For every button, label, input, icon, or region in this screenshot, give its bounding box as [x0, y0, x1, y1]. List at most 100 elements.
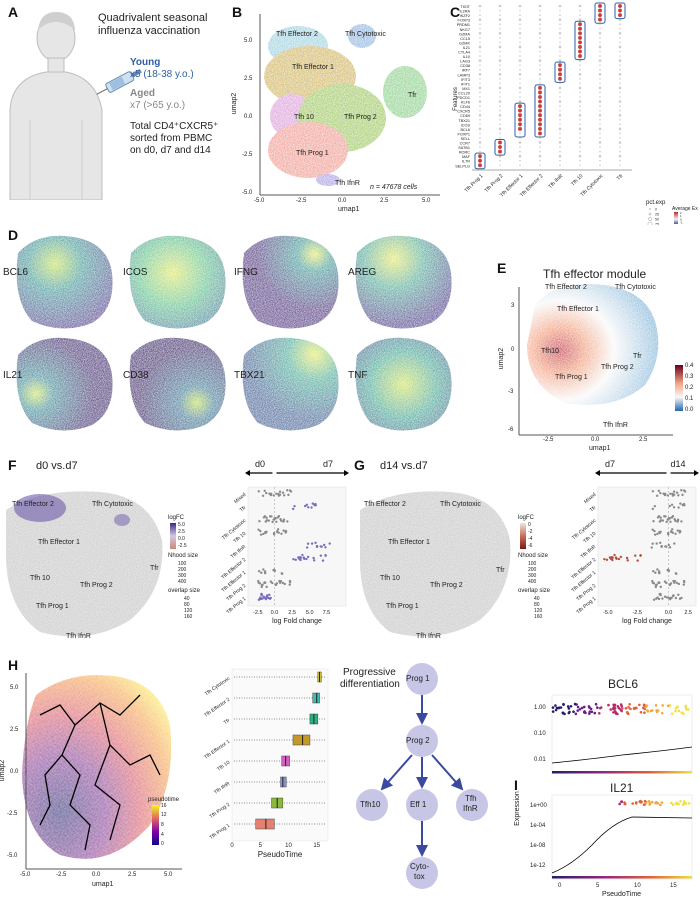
c-gene-label: CD69 — [460, 114, 470, 118]
bee-dot — [667, 543, 670, 547]
node-tfh10: Tfh10 — [360, 800, 381, 809]
dotplot-dot — [559, 132, 561, 135]
h-xtick-2: 0.0 — [92, 872, 101, 878]
h-leg-2: 8 — [161, 822, 164, 828]
dotplot-dot — [598, 113, 602, 117]
bee-xtick: -5.0 — [603, 610, 612, 616]
bee-dot — [305, 546, 309, 549]
bee-dot — [663, 595, 667, 598]
box-row-label: Tfr — [223, 718, 232, 727]
bee-dot — [657, 581, 661, 584]
dotplot-dot — [577, 22, 583, 27]
i-bcl6-dot — [609, 708, 612, 711]
bee-dot — [651, 581, 655, 584]
g-map-1: Tfh Cytotoxic — [440, 501, 481, 508]
bee-dot — [261, 494, 265, 497]
dotplot-dot — [478, 4, 482, 8]
c-cluster-label: Tfh 10 — [570, 173, 584, 187]
feature-map-bcl6 — [16, 235, 113, 329]
i-bcl6-dot — [596, 706, 599, 709]
bee-dot — [653, 504, 657, 508]
i-il21-dot — [651, 800, 654, 804]
f-lfc-3: -2.5 — [178, 543, 187, 549]
dotplot-dot — [579, 123, 581, 126]
i-bcl6-dot — [554, 708, 558, 712]
i-bcl6-dot — [612, 706, 615, 710]
i-il21-dot — [618, 802, 621, 806]
f-logfc-colorbar — [170, 523, 176, 549]
panel-label-g: G — [354, 457, 365, 473]
d-gene-tbx21: TBX21 — [234, 370, 265, 381]
dotplot-dot — [498, 59, 502, 62]
dotplot-dot — [518, 45, 522, 49]
d-gene-bcl6: BCL6 — [3, 267, 29, 278]
bee-dot — [677, 494, 680, 497]
i-xlabel: PseudoTime — [602, 891, 642, 898]
dotplot-dot — [559, 50, 561, 53]
i-bcl6-dot — [628, 702, 631, 706]
dotplot-dot — [599, 105, 601, 107]
bee-dot — [263, 489, 266, 493]
bee-dot — [265, 585, 268, 589]
dotplot-dot — [517, 126, 523, 131]
panel-a: A Quadrivalent seasonal influenza vaccin… — [0, 0, 240, 200]
dotplot-dot — [599, 37, 601, 39]
dotplot-dot — [498, 4, 502, 8]
c-legend-pct-circle — [648, 217, 652, 221]
f-ov-2: 120 — [184, 608, 193, 614]
i-bcl6-zero-band — [552, 771, 692, 774]
dotplot-dot — [498, 113, 502, 117]
bee-plot-bg — [247, 486, 347, 607]
dotplot-dot — [478, 59, 482, 62]
i-bcl6-dot — [624, 706, 628, 710]
bee-dot — [611, 558, 614, 562]
young-detail: x5 (18-38 y.o.) — [130, 69, 194, 80]
bee-dot — [294, 558, 297, 561]
h-leg-1: 12 — [161, 812, 167, 818]
b-cluster-effector1: Tfh Effector 1 — [292, 64, 334, 71]
g-lfc-1: -2 — [528, 529, 533, 535]
dotplot-dot — [597, 3, 603, 9]
dotplot-dot — [518, 32, 522, 35]
bee-dot — [671, 515, 675, 518]
bee-dot — [265, 491, 268, 495]
dotplot-dot — [619, 82, 621, 85]
bee-dot — [657, 489, 661, 493]
c-legend-avg-value: -1 — [680, 221, 683, 225]
dotplot-dot — [579, 68, 581, 71]
h-xtick-1: -2.5 — [56, 872, 67, 878]
person-illustration — [9, 12, 103, 200]
box-row-label: Tfh Cytotoxic — [204, 675, 232, 697]
i-bcl6-dot — [638, 703, 641, 707]
bee-xtick: 2.5 — [684, 610, 692, 616]
b-cluster-prog1: Tfh Prog 1 — [296, 150, 329, 157]
dotplot-dot — [537, 117, 543, 122]
bee-dot — [654, 571, 657, 574]
c-gene-label: SATB1 — [458, 146, 470, 150]
bee-dot — [657, 571, 661, 574]
i-bcl6-dot — [627, 712, 630, 716]
e-cbar-2: 0.2 — [685, 385, 694, 391]
dotplot-dot — [479, 109, 481, 112]
i-bcl6-dot — [670, 712, 674, 715]
e-cluster-0: Tfh Effector 2 — [545, 284, 587, 291]
bee-dot — [669, 492, 672, 496]
i-bcl6-dot — [674, 706, 678, 710]
dotplot-dot — [577, 44, 583, 49]
c-gene-label: NKG7 — [460, 28, 470, 32]
g-nh-0: 100 — [528, 561, 537, 567]
bee-dot — [310, 542, 314, 545]
c-gene-label: RORC — [459, 151, 470, 155]
i-il21-dot — [631, 802, 635, 805]
dotplot-dot — [479, 137, 481, 139]
i-xt-3: 15 — [670, 883, 677, 889]
bee-dot — [299, 558, 302, 562]
c-legend-avg-value: 2 — [680, 211, 682, 215]
dotplot-dot — [517, 104, 523, 109]
dotplot-dot — [599, 132, 601, 135]
bee-dot — [656, 516, 660, 519]
bee-dot — [639, 554, 642, 557]
bee-dot — [272, 494, 275, 497]
dotplot-dot — [619, 132, 621, 135]
dotplot-dot — [479, 68, 481, 71]
